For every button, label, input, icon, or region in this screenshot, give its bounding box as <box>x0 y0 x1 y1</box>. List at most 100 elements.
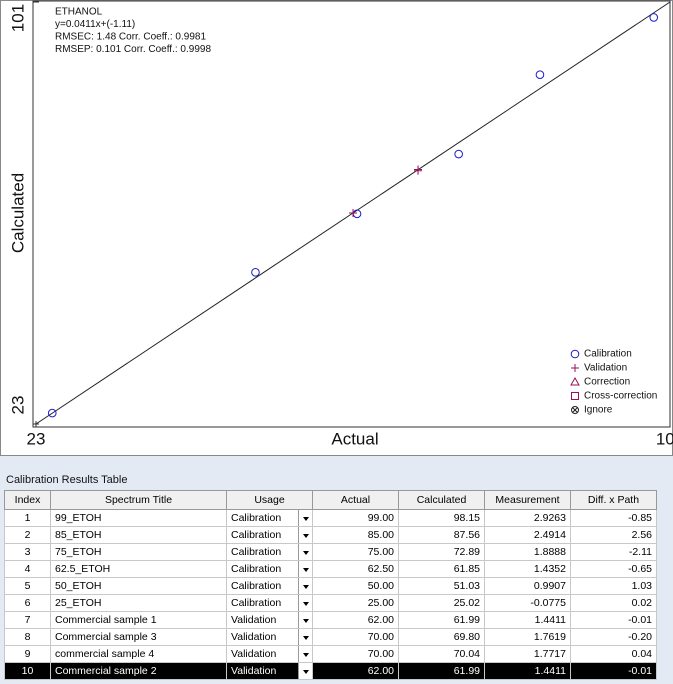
table-cell: 2 <box>4 526 51 544</box>
plot-frame <box>32 0 671 428</box>
point <box>414 165 423 174</box>
column-header: Calculated <box>398 490 485 510</box>
table-cell: 75_ETOH <box>50 543 227 561</box>
table-cell: 25.02 <box>398 594 485 612</box>
table-cell: commercial sample 4 <box>50 645 227 663</box>
table-cell: 61.85 <box>398 560 485 578</box>
table-cell: 70.00 <box>312 628 399 646</box>
table-cell: Calibration <box>226 560 313 578</box>
column-header: Spectrum Title <box>50 490 227 510</box>
x-axis-label: Actual <box>331 429 378 448</box>
table-cell: 25.00 <box>312 594 399 612</box>
table-cell: 85_ETOH <box>50 526 227 544</box>
point <box>535 70 545 80</box>
table-cell: 10 <box>4 662 51 680</box>
table-cell: 8 <box>4 628 51 646</box>
usage-dropdown[interactable] <box>298 612 312 628</box>
table-cell: 72.89 <box>398 543 485 561</box>
usage-dropdown[interactable] <box>298 510 312 526</box>
table-cell: -0.85 <box>570 509 657 527</box>
header-row: Index Spectrum Title Usage Actual Calculated… <box>4 490 657 510</box>
usage-dropdown[interactable] <box>298 561 312 577</box>
column-header: Usage <box>226 490 313 510</box>
usage-dropdown[interactable] <box>298 595 312 611</box>
x-tick-label: 101 <box>656 429 673 448</box>
table-cell: 1.8888 <box>484 543 571 561</box>
point <box>454 149 463 159</box>
legend-label: Correction <box>584 377 630 388</box>
legend-label: Cross-correction <box>584 391 657 402</box>
table-cell: 70.04 <box>398 645 485 663</box>
table-cell: 62.00 <box>312 662 399 680</box>
chart-frame <box>0 0 673 456</box>
column-header: Diff. x Path <box>570 490 657 510</box>
legend-marker <box>570 349 580 359</box>
table-cell: 1.4411 <box>484 611 571 629</box>
x-tick-label: 23 <box>27 429 46 448</box>
table-cell: -2.11 <box>570 543 657 561</box>
table-cell: 1 <box>4 509 51 527</box>
point <box>47 408 57 418</box>
annotation: RMSEC: 1.48 Corr. Coeff.: 0.9981 <box>55 32 206 43</box>
table-cell: 70.00 <box>312 645 399 663</box>
legend-marker <box>571 392 579 400</box>
usage-dropdown[interactable] <box>298 578 312 594</box>
table-cell: -0.65 <box>570 560 657 578</box>
usage-dropdown[interactable] <box>298 663 312 679</box>
usage-dropdown[interactable] <box>298 544 312 560</box>
point <box>251 268 260 277</box>
table-cell: Calibration <box>226 594 313 612</box>
legend-label: Calibration <box>584 349 632 360</box>
table-cell: Validation <box>226 611 313 629</box>
table-cell: 62.00 <box>312 611 399 629</box>
table-cell: Calibration <box>226 577 313 595</box>
column-header: Measurement <box>484 490 571 510</box>
table-cell: 0.9907 <box>484 577 571 595</box>
table-cell: 1.03 <box>570 577 657 595</box>
annotation: y=0.0411x+(-1.11) <box>55 19 135 30</box>
table-cell: 1.4411 <box>484 662 571 680</box>
table-row: 9 commercial sample 4 Validation 70.00 70.04… <box>4 645 657 663</box>
table-cell: Validation <box>226 628 313 646</box>
table-cell: Calibration <box>226 509 313 527</box>
usage-dropdown[interactable] <box>298 527 312 543</box>
table-cell: Calibration <box>226 543 313 561</box>
table-cell: 75.00 <box>312 543 399 561</box>
table-cell: 6 <box>4 594 51 612</box>
table-cell: -0.01 <box>570 662 657 680</box>
table-cell: 5 <box>4 577 51 595</box>
table-row: 4 62.5_ETOH Calibration 62.50 61.85 1.4352 -0.… <box>4 560 657 578</box>
annotation: ETHANOL <box>55 7 103 18</box>
table-cell: 98.15 <box>398 509 485 527</box>
annotation: RMSEP: 0.101 Corr. Coeff.: 0.9998 <box>55 44 211 55</box>
table-cell: Commercial sample 2 <box>50 662 227 680</box>
table-cell: 2.56 <box>570 526 657 544</box>
table-cell: 2.4914 <box>484 526 571 544</box>
table-cell: -0.20 <box>570 628 657 646</box>
usage-dropdown[interactable] <box>298 646 312 662</box>
table-cell: 50_ETOH <box>50 577 227 595</box>
table-row: 10 Commercial sample 2 Validation 62.00 61.9… <box>4 662 657 680</box>
table-cell: Commercial sample 3 <box>50 628 227 646</box>
table-cell: Validation <box>226 662 313 680</box>
table-row: 1 99_ETOH Calibration 99.00 98.15 2.9263 -0.85 <box>4 509 657 527</box>
legend-marker <box>571 364 579 372</box>
table-cell: 99.00 <box>312 509 399 527</box>
table-row: 7 Commercial sample 1 Validation 62.00 61.99… <box>4 611 657 629</box>
table-cell: 7 <box>4 611 51 629</box>
table-cell: 2.9263 <box>484 509 571 527</box>
chart: Calculated Actual 23 101 23 101 ETHANOLy=0.0… <box>0 0 673 456</box>
results-table: Index Spectrum Title Usage Actual Calculated… <box>4 490 657 680</box>
point <box>649 13 659 22</box>
y-axis-label: Calculated <box>8 173 27 253</box>
table-cell: Commercial sample 1 <box>50 611 227 629</box>
table-cell: 69.80 <box>398 628 485 646</box>
table-cell: 85.00 <box>312 526 399 544</box>
table-cell: 51.03 <box>398 577 485 595</box>
usage-dropdown[interactable] <box>298 629 312 645</box>
table-cell: 62.50 <box>312 560 399 578</box>
table-cell: Validation <box>226 645 313 663</box>
legend-marker <box>570 376 580 386</box>
y-tick-label: 101 <box>8 4 27 32</box>
